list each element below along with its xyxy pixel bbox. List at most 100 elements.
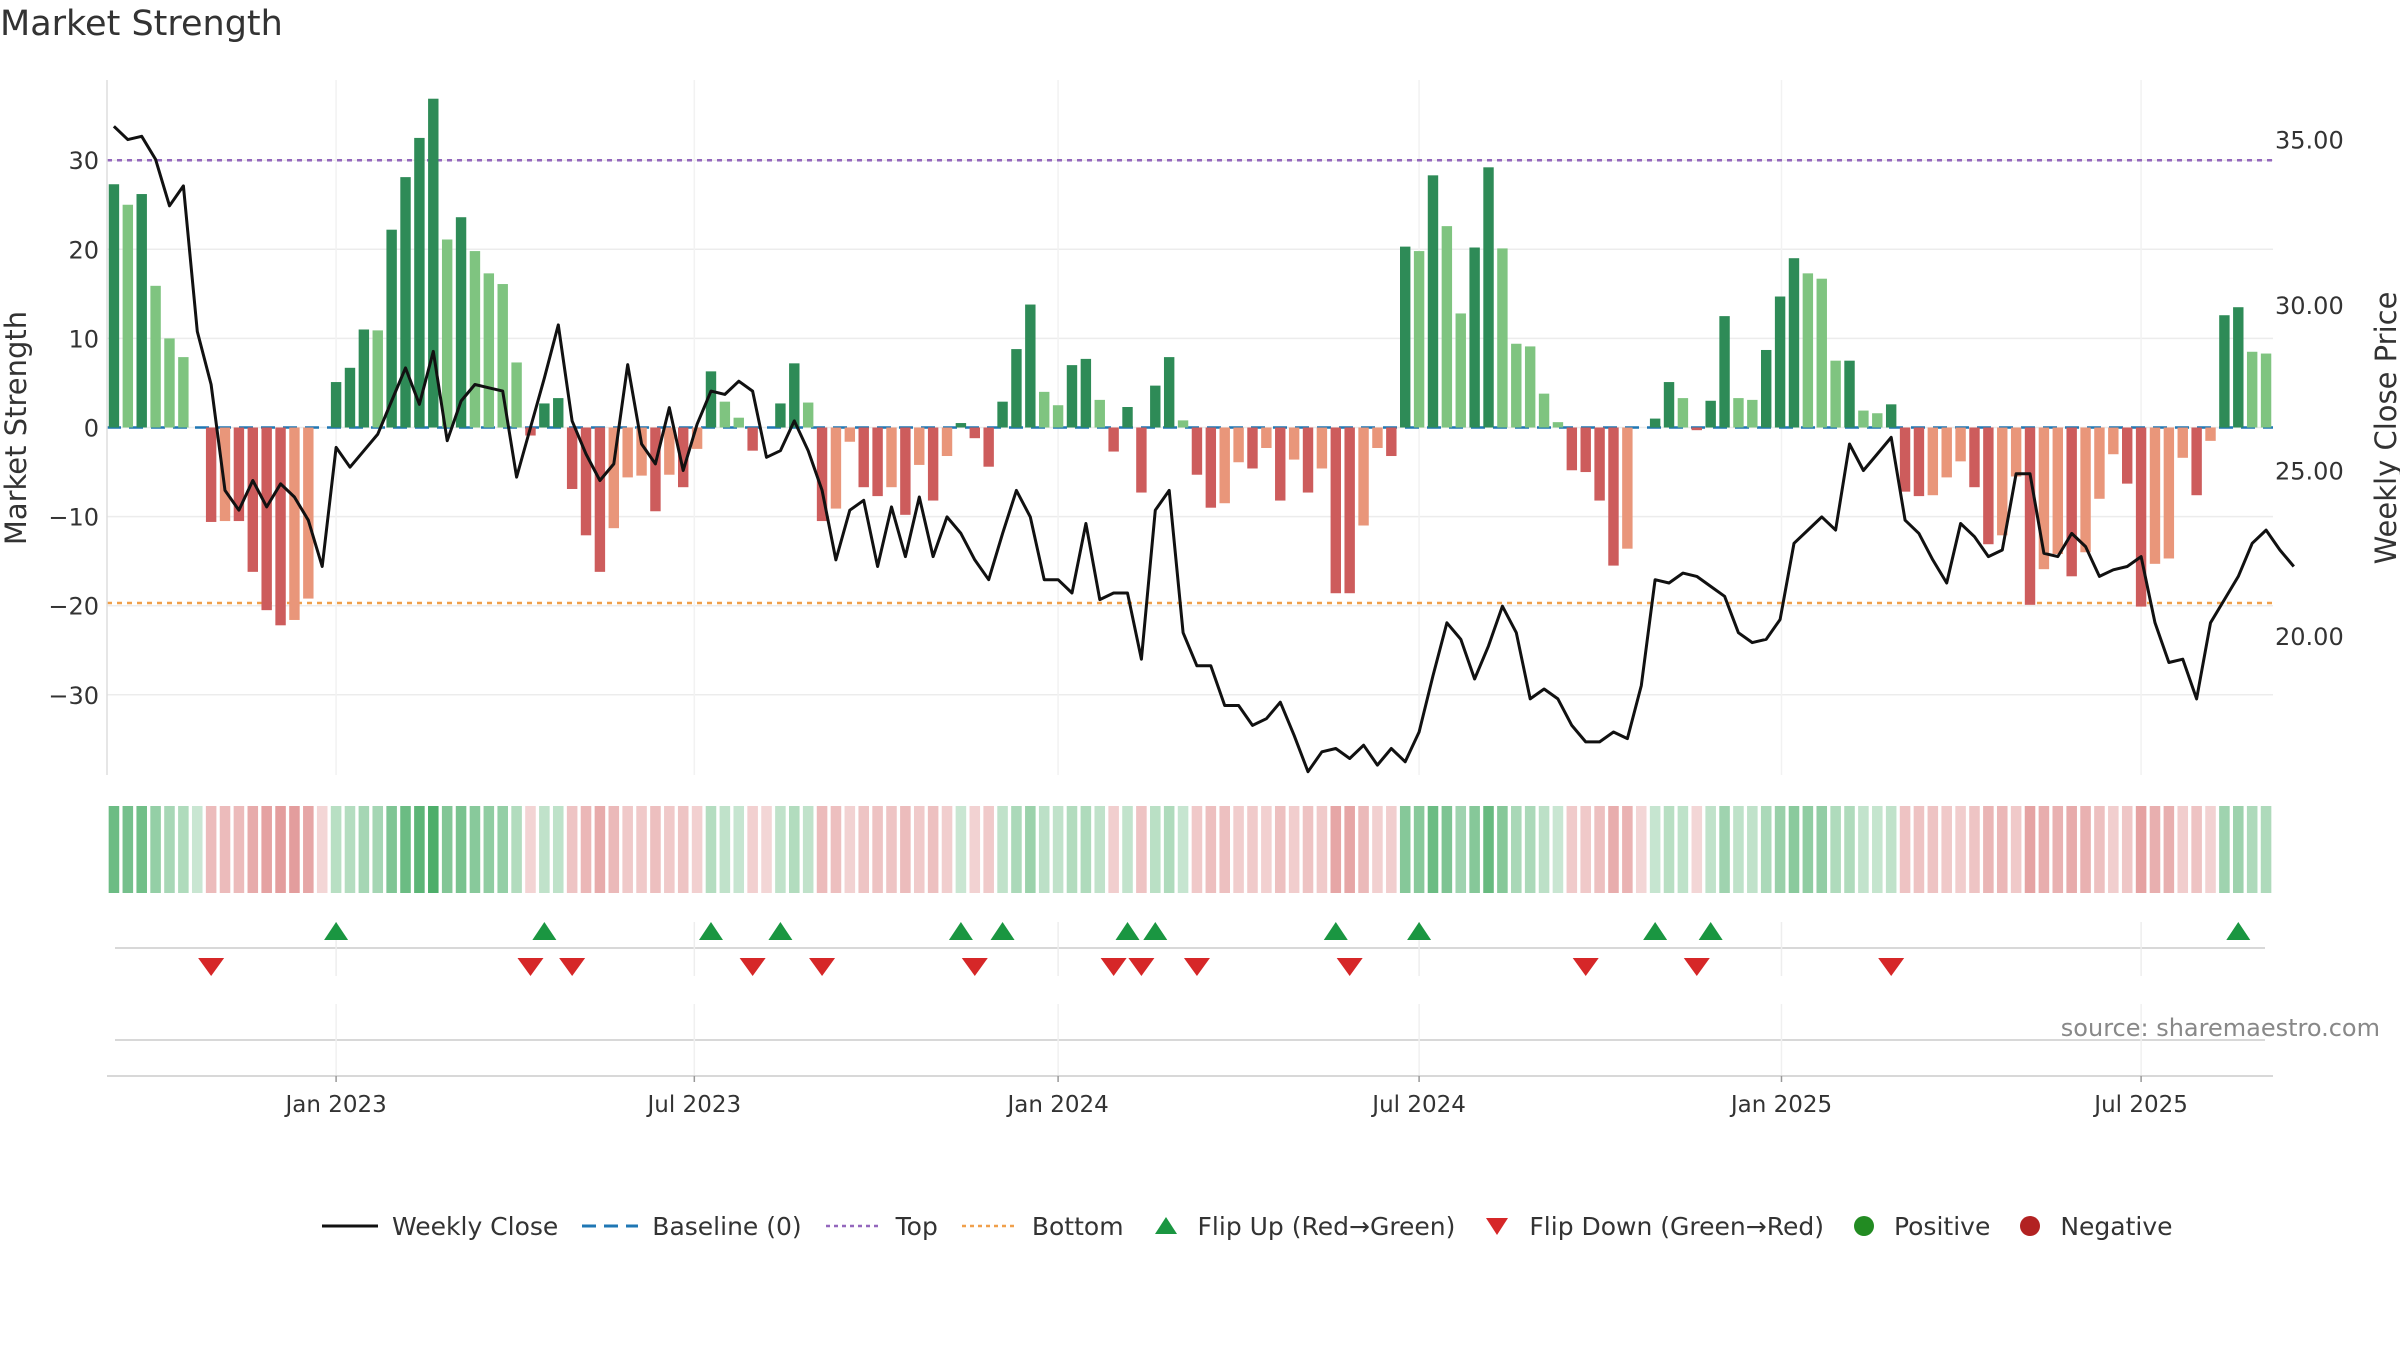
state-cell: [858, 806, 869, 893]
negative-bar: [2191, 427, 2202, 496]
positive-bar: [1705, 400, 1716, 428]
state-cell: [136, 806, 147, 893]
positive-bar: [122, 204, 134, 428]
positive-bar: [955, 423, 967, 428]
state-cell: [2163, 806, 2175, 893]
state-cell: [1941, 806, 1952, 893]
state-cell: [1386, 806, 1397, 893]
positive-bar: [1413, 251, 1425, 428]
legend-label: Top: [895, 1211, 938, 1241]
state-cell: [205, 806, 217, 893]
positive-bar: [1858, 410, 1869, 428]
negative-bar: [2177, 427, 2188, 458]
positive-bar: [1469, 247, 1480, 428]
state-cell: [1747, 806, 1758, 893]
state-cell: [761, 806, 772, 893]
negative-bar: [1108, 427, 1119, 452]
state-cell: [1233, 806, 1244, 893]
flip-up-marker: [1143, 922, 1168, 940]
state-cell: [913, 806, 925, 893]
negative-bar: [2066, 427, 2077, 577]
state-cell: [1066, 806, 1078, 893]
state-cell: [886, 806, 897, 893]
negative-bar: [664, 427, 675, 475]
positive-bar: [1150, 385, 1161, 428]
state-cell: [275, 806, 286, 893]
negative-bar: [1191, 427, 1203, 475]
negative-bar: [886, 427, 897, 488]
negative-bar: [622, 427, 633, 478]
state-cell: [1885, 806, 1897, 893]
legend-item-negative: Negative: [2012, 1212, 2173, 1241]
state-cell: [1983, 806, 1994, 893]
negative-bar: [1288, 427, 1300, 460]
flip-up-marker: [532, 922, 557, 940]
positive-bar: [1885, 404, 1897, 428]
flip-up-marker: [1407, 922, 1432, 940]
positive-bar: [539, 403, 550, 428]
state-cell: [2121, 806, 2133, 893]
state-cell: [1302, 806, 1314, 893]
state-cell: [1899, 806, 1911, 893]
positive-bar: [1524, 346, 1536, 428]
x-axis: Jan 2023 Jul 2023 Jan 2024 Jul 2024 Jan 2025…: [107, 1004, 2273, 1118]
dotted-line-swatch-icon: [825, 1224, 882, 1228]
legend-label: Bottom: [1031, 1211, 1124, 1241]
state-cell: [1011, 806, 1022, 893]
negative-bar: [2052, 427, 2063, 555]
state-cell: [1441, 806, 1453, 893]
negative-bar: [608, 427, 619, 529]
state-cell: [636, 806, 647, 893]
y-left-tick-label: 30: [68, 147, 99, 175]
y-right-tick-label: 35.00: [2275, 127, 2344, 155]
flip-up-marker: [1643, 922, 1668, 940]
positive-bar: [1747, 399, 1758, 428]
negative-bar: [261, 427, 272, 611]
state-cell: [1288, 806, 1300, 893]
flip-markers: [115, 922, 2265, 976]
source-note: source: sharemaestro.com: [2060, 1014, 2380, 1042]
state-cell: [1663, 806, 1675, 893]
state-cell: [1913, 806, 1925, 893]
state-cell: [955, 806, 967, 893]
state-cell: [1052, 806, 1064, 893]
state-cell: [1691, 806, 1703, 893]
negative-bar: [1580, 427, 1591, 473]
negative-bar: [1358, 427, 1369, 526]
chart-title: Market Strength: [0, 4, 283, 44]
state-cell: [1844, 806, 1855, 893]
negative-bar: [2149, 427, 2161, 564]
positive-bar: [1066, 365, 1078, 428]
weekly-close-line: [112, 125, 2295, 774]
state-cell: [733, 806, 745, 893]
state-cell: [1608, 806, 1619, 893]
state-cell: [705, 806, 717, 893]
positive-bar: [2260, 353, 2272, 428]
state-cell: [1927, 806, 1939, 893]
state-cell: [219, 806, 231, 893]
y-left-tick-label: 20: [68, 236, 99, 264]
flip-down-marker: [517, 958, 544, 976]
positive-bar: [2246, 351, 2258, 428]
positive-bar: [705, 371, 717, 428]
positive-bar: [372, 330, 383, 428]
negative-bar: [1941, 427, 1952, 478]
legend-label: Positive: [1893, 1211, 1991, 1241]
positive-bar: [1122, 407, 1133, 428]
state-cell: [1094, 806, 1106, 893]
positive-bar: [1511, 343, 1522, 428]
negative-bar: [1205, 427, 1217, 508]
flip-up-marker: [948, 922, 973, 940]
axes: 30 20 10 0 −10 −20 −30 35.00 30.00 25.00 20.00 Mark…: [0, 80, 2400, 775]
state-cell: [1191, 806, 1203, 893]
negative-bar: [247, 427, 258, 572]
state-cell: [483, 806, 495, 893]
negative-bar: [2024, 427, 2036, 605]
state-cell: [1955, 806, 1966, 893]
positive-bar: [330, 382, 342, 428]
positive-bar: [358, 329, 370, 428]
state-cell: [455, 806, 467, 893]
positive-bar: [802, 402, 814, 428]
positive-bar: [178, 357, 189, 428]
y-right-tick-label: 25.00: [2275, 458, 2344, 486]
